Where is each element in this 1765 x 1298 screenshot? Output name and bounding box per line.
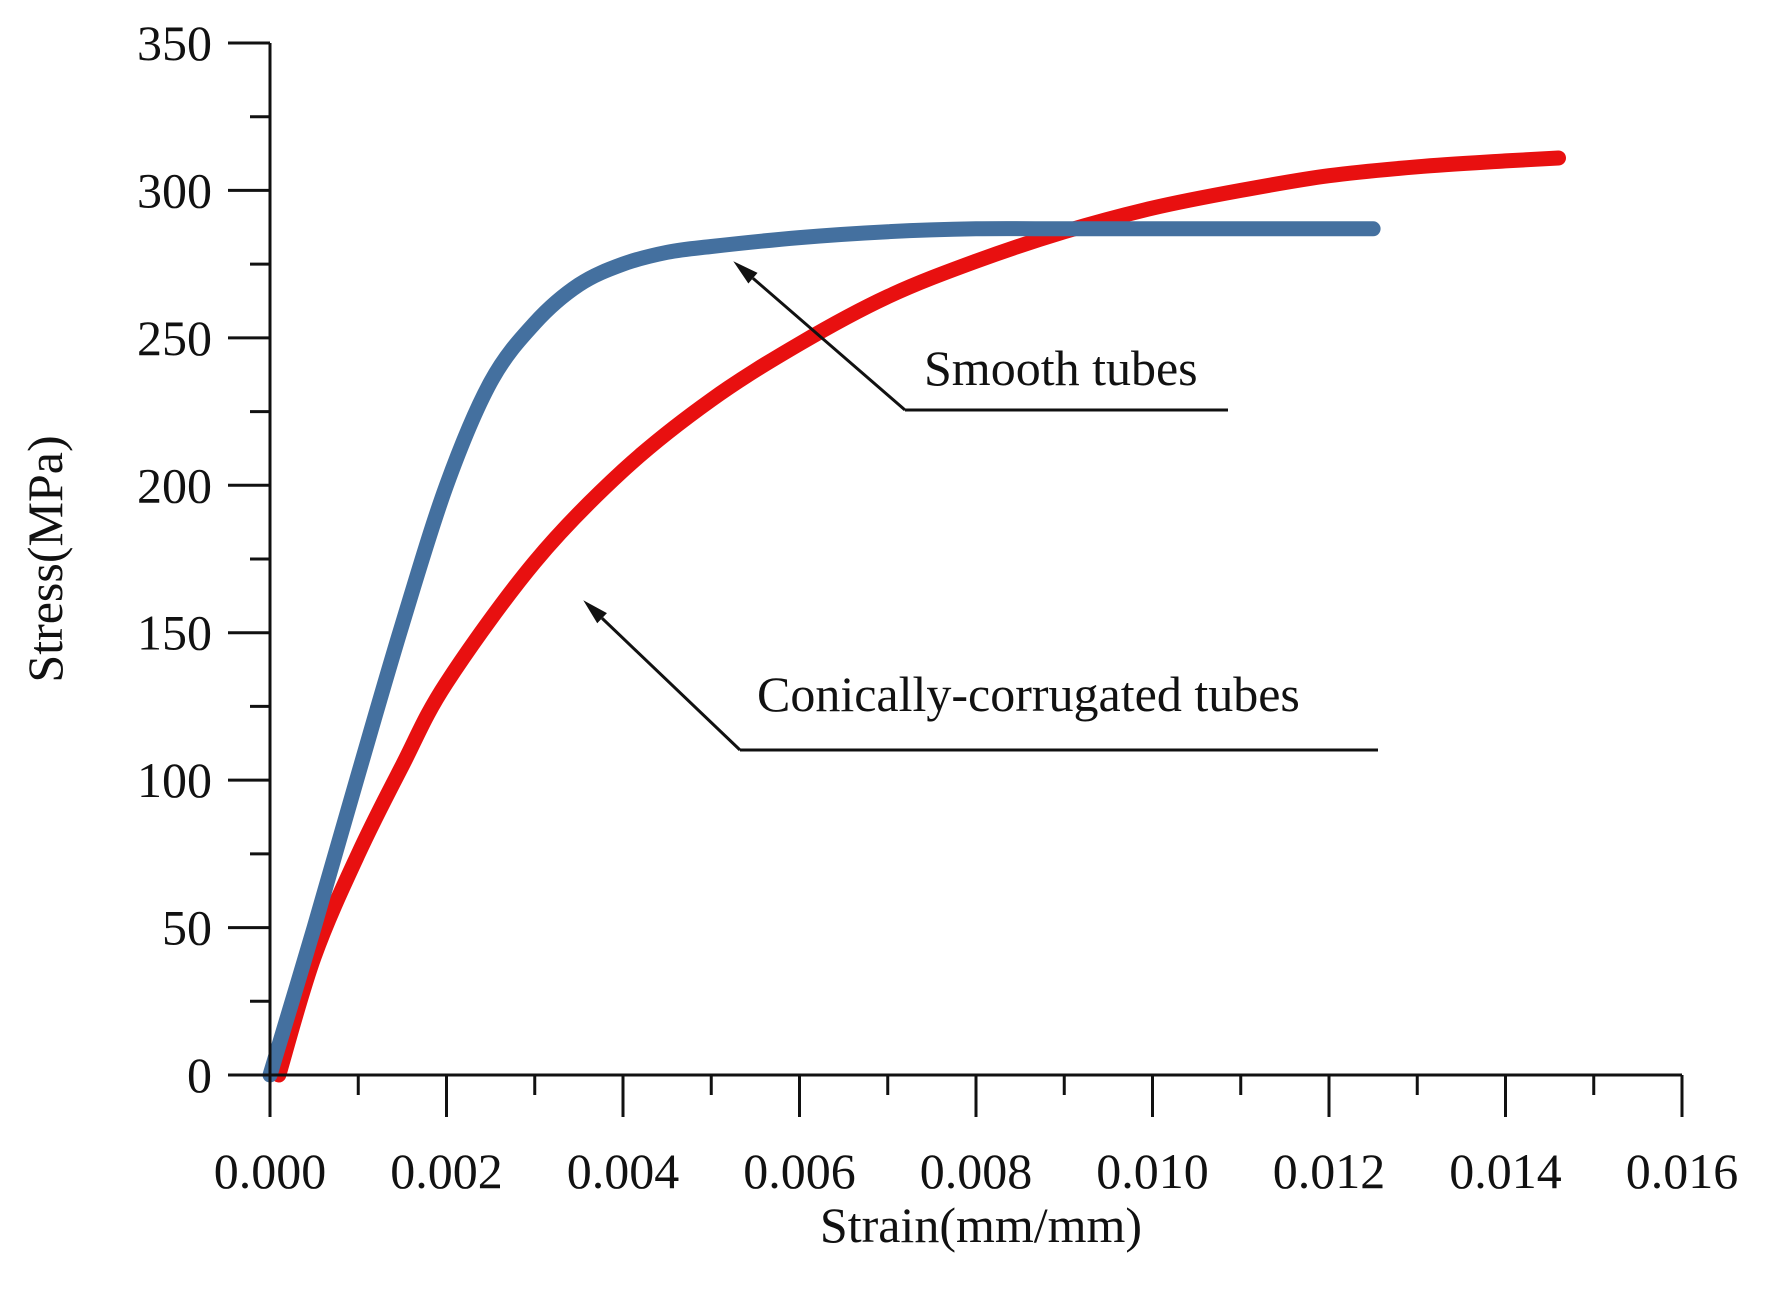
x-tick-label: 0.004 bbox=[567, 1143, 680, 1199]
x-tick-label: 0.002 bbox=[390, 1143, 503, 1199]
series-line-smooth-tubes bbox=[262, 221, 1381, 1083]
annotation-leader-line bbox=[751, 277, 906, 412]
series-line-conically-corrugated-tubes bbox=[271, 150, 1566, 1083]
arrowhead-icon bbox=[583, 600, 607, 624]
x-tick-label: 0.010 bbox=[1096, 1143, 1209, 1199]
x-tick-label: 0.012 bbox=[1273, 1143, 1386, 1199]
y-tick-label: 250 bbox=[137, 310, 212, 366]
y-tick-label: 100 bbox=[137, 752, 212, 808]
x-tick-label: 0.014 bbox=[1449, 1143, 1562, 1199]
annotation-conically-corrugated-tubes: Conically-corrugated tubes bbox=[583, 600, 1378, 752]
x-tick-label: 0.000 bbox=[214, 1143, 327, 1199]
y-tick-label: 300 bbox=[137, 162, 212, 218]
annotation-label-conically-corrugated-tubes: Conically-corrugated tubes bbox=[757, 666, 1300, 722]
y-tick-label: 0 bbox=[187, 1047, 212, 1103]
annotation-label-smooth-tubes: Smooth tubes bbox=[924, 340, 1198, 396]
annotation-layer: Smooth tubes Conically-corrugated tubes bbox=[583, 261, 1378, 752]
annotation-leader-line bbox=[601, 617, 742, 752]
y-tick-label: 50 bbox=[162, 900, 212, 956]
arrowhead-icon bbox=[733, 261, 758, 284]
x-axis-title: Strain(mm/mm) bbox=[820, 1197, 1142, 1253]
y-axis-title: Stress(MPa) bbox=[17, 435, 73, 682]
annotation-smooth-tubes: Smooth tubes bbox=[733, 261, 1228, 412]
x-tick-label: 0.016 bbox=[1626, 1143, 1739, 1199]
y-tick-label: 350 bbox=[137, 15, 212, 71]
y-tick-label: 200 bbox=[137, 457, 212, 513]
y-tick-label: 150 bbox=[137, 605, 212, 661]
axes-layer bbox=[268, 43, 1682, 1077]
tick-layer: 0 50 100 150 200 250 300 350 0.000 0.002 0.004 0.00… bbox=[137, 15, 1738, 1199]
series-layer bbox=[262, 150, 1566, 1083]
x-tick-label: 0.008 bbox=[920, 1143, 1033, 1199]
x-tick-label: 0.006 bbox=[743, 1143, 856, 1199]
